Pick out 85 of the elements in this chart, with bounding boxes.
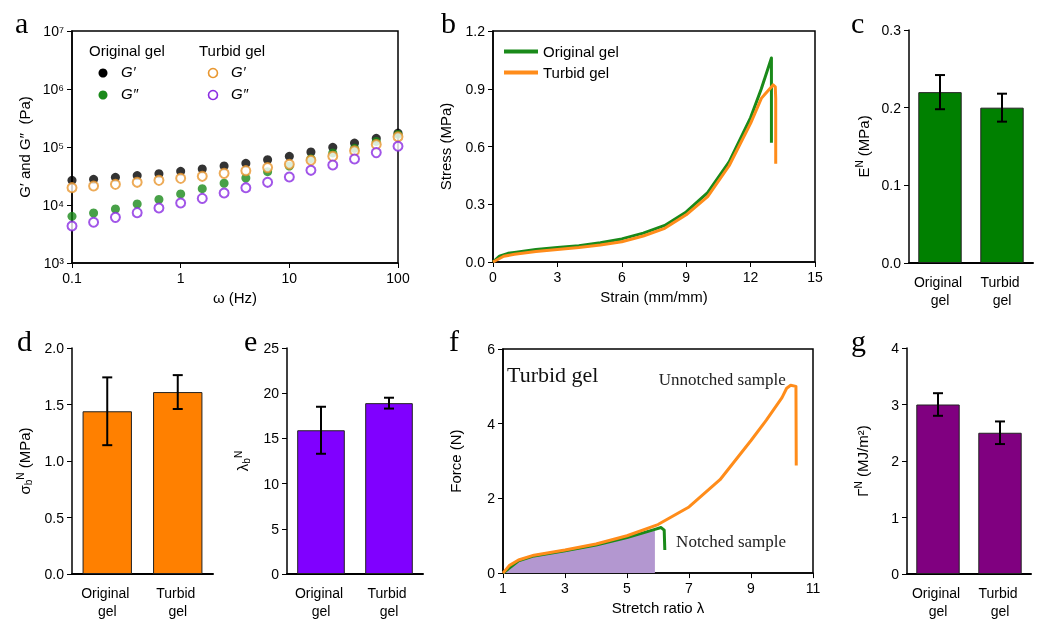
y-tick-label: 0.6 <box>465 138 486 155</box>
x-tick-label: 15 <box>807 269 823 285</box>
y-tick-label: 6 <box>487 341 496 357</box>
chart-title: a <box>15 5 29 39</box>
y-tick-label: 2 <box>487 490 496 507</box>
chart-title: g <box>851 323 866 357</box>
x-tick-label: 1 <box>499 580 508 597</box>
x-tick-label: 1 <box>176 270 185 286</box>
legend-label: G″ <box>231 85 249 102</box>
legend-label: Turbid gel <box>543 64 610 81</box>
x-tick-label: Original gel <box>294 585 348 619</box>
x-tick-label: Original gel <box>913 274 967 308</box>
y-tick-label: 10 <box>263 475 280 492</box>
y-tick-label: 0.0 <box>44 566 65 582</box>
y-axis-title: ΓN (MJ/m²) <box>852 425 871 497</box>
y-tick-label: 5 <box>271 520 280 537</box>
y-tick-label: 4 <box>891 340 900 356</box>
y-axis-title: Stress (MPa) <box>437 102 454 191</box>
x-tick-label: Original gel <box>911 585 965 619</box>
y-tick-label: 0 <box>487 565 496 582</box>
annotation: Turbid gel <box>199 42 266 59</box>
x-tick-label: 6 <box>617 269 626 285</box>
x-tick-label: Turbid gel <box>367 585 411 619</box>
x-tick-label: 9 <box>682 269 691 285</box>
y-tick-label: 1 <box>891 509 900 526</box>
legend-label: G″ <box>121 85 139 102</box>
y-axis-title: λbN <box>232 450 252 472</box>
chart-title: c <box>851 5 865 39</box>
legend-label: G′ <box>121 63 137 80</box>
series-label: Notched sample <box>676 532 787 552</box>
x-axis-title: Strain (mm/mm) <box>600 287 708 305</box>
y-tick-label: 0.1 <box>881 177 902 194</box>
chart-title: d <box>17 323 32 357</box>
y-tick-label: 0.3 <box>465 196 486 213</box>
y-axis-title: G′ and G″ (Pa) <box>15 96 33 198</box>
y-axis-title: σbN (MPa) <box>15 427 35 495</box>
y-axis-title: Force (N) <box>447 429 464 493</box>
chart-title: f <box>449 323 459 357</box>
x-tick-label: 9 <box>747 580 756 597</box>
y-tick-label: 0.0 <box>881 255 902 271</box>
x-tick-label: 100 <box>386 270 410 286</box>
y-tick-label: 0.3 <box>881 22 902 38</box>
y-tick-label: 10⁶ <box>42 81 64 97</box>
x-tick-label: 10 <box>281 270 298 286</box>
y-tick-label: 0.5 <box>44 509 65 526</box>
x-tick-label: 0.1 <box>62 270 82 286</box>
x-tick-label: 5 <box>623 580 632 597</box>
annotation: Turbid gel <box>507 361 599 387</box>
y-tick-label: 2 <box>891 453 900 469</box>
x-axis-title: ω (Hz) <box>212 288 258 306</box>
y-tick-label: 10³ <box>43 255 65 271</box>
x-tick-label: 7 <box>685 580 694 597</box>
y-tick-label: 20 <box>263 385 280 402</box>
legend-label: Original gel <box>543 43 619 60</box>
x-tick-label: Turbid gel <box>978 585 1022 619</box>
legend-label: G′ <box>231 63 247 80</box>
y-tick-label: 25 <box>263 340 280 356</box>
y-tick-label: 0.9 <box>465 80 486 97</box>
y-tick-label: 2.0 <box>44 340 65 356</box>
y-tick-label: 1.2 <box>465 23 486 39</box>
y-tick-label: 0 <box>891 566 900 582</box>
annotation: Original gel <box>89 42 165 59</box>
x-tick-label: 11 <box>805 580 821 597</box>
chart-title: e <box>244 323 258 357</box>
y-tick-label: 4 <box>487 415 496 432</box>
y-tick-label: 0.2 <box>881 99 902 116</box>
y-tick-label: 0.0 <box>465 254 486 270</box>
x-axis-title: Stretch ratio λ <box>611 599 705 616</box>
y-axis-title: EN (MPa) <box>853 115 872 178</box>
y-tick-label: 3 <box>891 396 900 413</box>
x-tick-label: Turbid gel <box>156 585 200 619</box>
y-tick-label: 15 <box>263 430 280 447</box>
x-tick-label: Original gel <box>81 585 134 619</box>
series-label: Unnotched sample <box>658 369 786 389</box>
y-tick-label: 10⁵ <box>42 139 64 155</box>
y-tick-label: 10⁴ <box>42 197 64 213</box>
y-tick-label: 1.5 <box>44 396 65 413</box>
y-tick-label: 10⁷ <box>43 23 64 39</box>
y-tick-label: 1.0 <box>44 453 65 469</box>
x-tick-label: 12 <box>742 269 759 285</box>
y-tick-label: 0 <box>271 566 280 582</box>
x-tick-label: 3 <box>561 580 570 597</box>
chart-title: b <box>441 5 456 39</box>
x-tick-label: 3 <box>553 269 562 285</box>
x-tick-label: Turbid gel <box>980 274 1024 308</box>
